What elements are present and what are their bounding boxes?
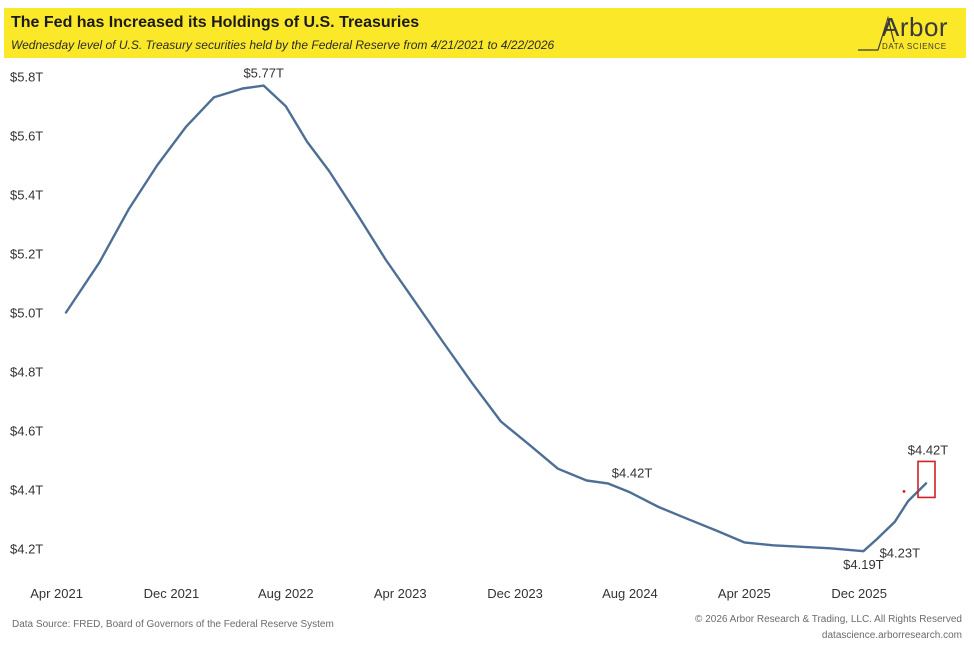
data-label: $5.77T bbox=[243, 66, 284, 81]
logo-swoosh-icon bbox=[858, 15, 895, 51]
y-axis: $4.2T $4.4T $4.6T $4.8T $5.0T $5.2T $5.4T $5.6T… bbox=[10, 70, 43, 557]
data-label: $4.42T bbox=[908, 442, 949, 457]
copyright: © 2026 Arbor Research & Trading, LLC. Al… bbox=[695, 614, 962, 625]
x-tick-label: Dec 2021 bbox=[144, 586, 200, 601]
data-point bbox=[471, 382, 474, 385]
data-point bbox=[800, 545, 803, 548]
highlight-box bbox=[917, 460, 936, 499]
y-tick-label: $5.0T bbox=[10, 306, 43, 321]
chart-title: The Fed has Increased its Holdings of U.… bbox=[11, 14, 420, 31]
logo-subtext: DATA SCIENCE bbox=[882, 42, 947, 51]
data-label: $4.23T bbox=[880, 545, 921, 560]
y-tick-label: $5.4T bbox=[10, 188, 43, 203]
data-point bbox=[65, 311, 67, 314]
data-point bbox=[829, 547, 832, 550]
data-label: $4.42T bbox=[612, 465, 653, 480]
y-tick-label: $4.6T bbox=[10, 423, 43, 438]
data-point bbox=[127, 208, 130, 211]
x-tick-label: Aug 2022 bbox=[258, 586, 314, 601]
data-point bbox=[442, 341, 444, 343]
x-tick-label: Dec 2023 bbox=[487, 586, 543, 601]
data-point bbox=[875, 538, 878, 541]
x-tick-label: Apr 2025 bbox=[718, 586, 771, 601]
data-point bbox=[894, 520, 896, 523]
data-point bbox=[241, 87, 244, 90]
series-layer bbox=[64, 84, 928, 553]
data-point bbox=[862, 550, 865, 553]
data-source: Data Source: FRED, Board of Governors of… bbox=[12, 619, 334, 630]
series-line bbox=[64, 84, 928, 553]
website: datascience.arborresearch.com bbox=[821, 630, 962, 641]
data-point bbox=[686, 517, 689, 520]
data-point bbox=[156, 164, 159, 166]
chart-subtitle: Wednesday level of U.S. Treasury securit… bbox=[11, 38, 555, 52]
y-tick-label: $5.8T bbox=[10, 70, 43, 85]
x-axis: Apr 2021 Dec 2021 Aug 2022 Apr 2023 Dec 2023… bbox=[30, 586, 887, 601]
annotations-layer: $5.77T $4.42T $4.19T$4.23T $4.42T bbox=[243, 66, 948, 573]
data-point bbox=[413, 299, 416, 302]
data-point bbox=[907, 500, 909, 502]
x-tick-label: Aug 2024 bbox=[602, 586, 658, 601]
data-point bbox=[925, 482, 927, 485]
data-point bbox=[285, 105, 287, 108]
data-point bbox=[357, 214, 359, 217]
x-tick-label: Apr 2023 bbox=[374, 586, 427, 601]
data-label: $4.19T bbox=[843, 557, 884, 572]
data-point bbox=[557, 467, 559, 470]
x-tick-label: Dec 2025 bbox=[831, 586, 887, 601]
data-point bbox=[772, 544, 774, 547]
data-point bbox=[606, 482, 609, 485]
data-point bbox=[528, 444, 531, 446]
data-point bbox=[262, 84, 265, 87]
y-tick-label: $4.8T bbox=[10, 364, 43, 379]
logo-wordmark: Arbor bbox=[882, 12, 949, 42]
arbor-logo: Arbor DATA SCIENCE bbox=[856, 12, 956, 56]
data-point bbox=[213, 96, 215, 99]
y-tick-label: $5.2T bbox=[10, 247, 43, 262]
data-point bbox=[585, 479, 588, 482]
data-point bbox=[306, 140, 308, 143]
data-point bbox=[98, 261, 101, 264]
y-tick-label: $4.4T bbox=[10, 482, 43, 497]
x-tick-label: Apr 2021 bbox=[30, 586, 83, 601]
data-point bbox=[384, 258, 387, 261]
highlight-dot bbox=[902, 490, 906, 493]
data-point bbox=[629, 491, 631, 494]
data-point bbox=[715, 529, 718, 532]
data-point bbox=[743, 541, 746, 544]
data-point bbox=[185, 126, 187, 128]
data-point bbox=[500, 420, 502, 423]
y-tick-label: $4.2T bbox=[10, 541, 43, 556]
data-point bbox=[657, 506, 660, 508]
title-banner: The Fed has Increased its Holdings of U.… bbox=[4, 8, 966, 58]
data-point bbox=[328, 170, 330, 172]
y-tick-label: $5.6T bbox=[10, 129, 43, 144]
footer-credits: © 2026 Arbor Research & Trading, LLC. Al… bbox=[695, 612, 962, 644]
